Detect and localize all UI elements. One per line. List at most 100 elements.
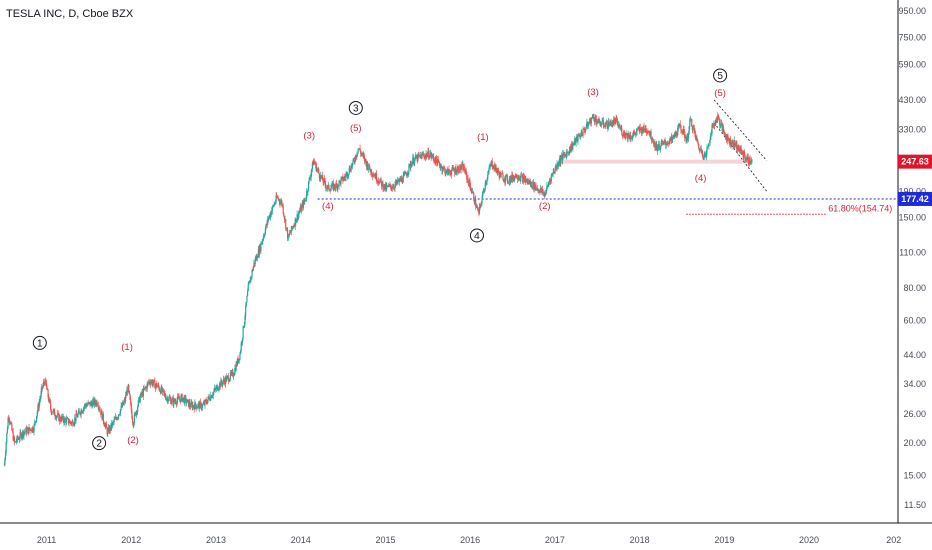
candle-body xyxy=(102,413,104,422)
candle-body xyxy=(429,154,431,158)
candle-body xyxy=(38,402,40,409)
candle-body xyxy=(383,184,385,189)
candle-body xyxy=(580,132,582,137)
candle-body xyxy=(378,182,380,184)
candle-body xyxy=(656,145,658,150)
candle-body xyxy=(18,438,21,440)
candle-body xyxy=(457,167,460,173)
candle-body xyxy=(79,411,81,415)
candle-body xyxy=(725,135,727,138)
candle-body xyxy=(104,424,106,427)
candle-body xyxy=(703,154,706,158)
candle-body xyxy=(520,174,523,176)
candle-body xyxy=(483,190,485,192)
candle-body xyxy=(737,145,739,150)
candle-body xyxy=(8,418,10,420)
candle-body xyxy=(124,399,126,401)
candle-body xyxy=(544,193,547,195)
candle-body xyxy=(490,160,493,163)
candle-body xyxy=(326,187,328,189)
candle-body xyxy=(274,201,277,204)
candle-body xyxy=(259,245,261,251)
candle-body xyxy=(131,418,134,423)
candle-body xyxy=(347,175,349,177)
candle-body xyxy=(70,422,72,424)
candle-body xyxy=(607,127,609,129)
candle-body xyxy=(133,414,136,423)
candle-body xyxy=(182,398,184,402)
candle-body xyxy=(750,162,752,164)
candle-body xyxy=(475,198,477,207)
wave-circle xyxy=(713,68,728,83)
candle-body xyxy=(386,185,388,187)
candle-body xyxy=(618,124,620,126)
candle-body xyxy=(98,408,101,411)
candle-body xyxy=(257,257,259,259)
candle-body xyxy=(398,179,400,181)
candle-body xyxy=(268,215,270,218)
candle-body xyxy=(639,127,641,132)
candle-body xyxy=(372,175,374,177)
candle-body xyxy=(433,157,435,161)
candle-body xyxy=(247,284,249,292)
candle-body xyxy=(337,185,340,187)
candle-body xyxy=(413,162,415,165)
candle-body xyxy=(489,166,491,168)
candle-body xyxy=(665,144,667,146)
candle-body xyxy=(328,189,331,191)
candle-body xyxy=(194,402,196,410)
candle-body xyxy=(609,125,611,126)
candle-body xyxy=(539,190,541,193)
candle-body xyxy=(470,190,472,192)
candle-body xyxy=(449,171,451,174)
candle-body xyxy=(374,175,376,179)
candle-body xyxy=(600,124,603,125)
candle-body xyxy=(696,136,698,139)
candle-body xyxy=(410,164,413,167)
candle-body xyxy=(583,128,585,129)
candle-body xyxy=(329,190,331,192)
candle-body xyxy=(710,132,713,134)
candle-body xyxy=(35,420,37,422)
candle-body xyxy=(714,122,716,126)
candle-body xyxy=(120,405,122,410)
candle-body xyxy=(86,405,88,408)
candle-body xyxy=(750,159,753,163)
candle-body xyxy=(356,154,358,158)
candle-body xyxy=(52,410,54,413)
candle-body xyxy=(189,402,191,406)
candle-body xyxy=(147,382,150,384)
candle-body xyxy=(369,169,371,172)
candle-body xyxy=(308,178,310,182)
candle-body xyxy=(475,206,477,208)
candle-body xyxy=(62,415,64,421)
candle-body xyxy=(637,128,639,130)
candle-body xyxy=(287,229,289,239)
candle-body xyxy=(223,379,225,382)
candle-body xyxy=(31,427,33,432)
candle-body xyxy=(224,381,226,385)
candle-body xyxy=(141,391,143,395)
candle-body xyxy=(212,392,214,396)
candle-body xyxy=(440,166,442,167)
candle-body xyxy=(321,175,324,181)
candle-body xyxy=(209,399,211,401)
candle-body xyxy=(61,416,63,419)
candle-body xyxy=(37,405,40,409)
candle-body xyxy=(201,407,203,409)
candle-body xyxy=(569,146,571,154)
candle-body xyxy=(499,172,502,177)
candle-body xyxy=(504,179,506,182)
candle-body xyxy=(74,417,76,424)
candle-body xyxy=(722,126,725,131)
candle-body xyxy=(704,152,706,155)
candle-body xyxy=(637,127,639,129)
candle-body xyxy=(726,135,728,141)
candle-body xyxy=(512,177,514,180)
candle-body xyxy=(643,125,645,130)
candle-body xyxy=(446,168,448,171)
candle-body xyxy=(395,181,397,185)
candle-body xyxy=(189,405,192,408)
candle-body xyxy=(494,164,496,171)
